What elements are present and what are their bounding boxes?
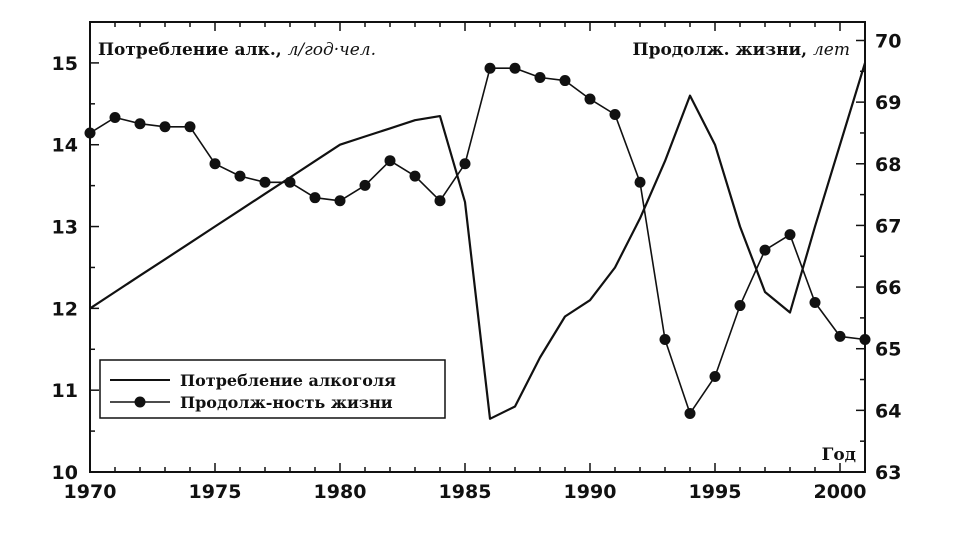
x-tick-label: 2000 [814,481,867,503]
life-expectancy-point [409,170,421,182]
right-y-tick-label: 68 [875,154,901,176]
life-expectancy-point [809,296,821,308]
left-y-tick-label: 12 [52,298,78,320]
right-y-tick-label: 67 [875,215,901,237]
x-axis: 1970 1975 1980 1985 1990 1995 2000 [64,22,867,503]
legend-box [99,359,446,419]
x-tick-label: 1985 [439,481,492,503]
life-expectancy-point [459,158,471,170]
life-expectancy-point [634,176,646,188]
left-y-tick-label: 10 [52,462,78,484]
right-y-tick-label: 65 [875,339,901,361]
x-tick-label: 1990 [564,481,617,503]
left-axis-title: Потребление алк., л/год·чел. [98,40,376,60]
life-expectancy-point [509,62,521,74]
right-axis-unit: лет [813,40,850,60]
life-expectancy-point [784,229,796,241]
left-y-axis: 10 11 12 13 14 15 [52,21,99,484]
x-axis-label: Год [822,445,856,465]
life-expectancy-point [834,330,846,342]
life-expectancy-point [559,75,571,87]
life-expectancy-point [234,170,246,182]
left-y-tick-label: 13 [52,217,78,239]
legend-label-life: Продолж-ность жизни [180,393,393,412]
right-y-axis: 63 64 65 66 67 68 69 70 [856,30,901,484]
life-expectancy-point [584,93,596,105]
life-expectancy-point [159,121,171,133]
life-expectancy-point [134,118,146,130]
series-layer [84,62,871,420]
life-expectancy-point [259,176,271,188]
life-expectancy-point [184,121,196,133]
life-expectancy-point [334,195,346,207]
alcohol-consumption-line [89,62,867,420]
legend-label-alcohol: Потребление алкоголя [180,371,396,390]
life-expectancy-point [759,244,771,256]
life-expectancy-point [734,300,746,312]
life-expectancy-point [284,176,296,188]
left-axis-unit: л/год·чел. [288,40,376,60]
life-expectancy-point [309,192,321,204]
left-y-tick-label: 15 [52,53,78,75]
life-expectancy-point [609,108,621,120]
right-y-tick-label: 66 [875,277,901,299]
life-expectancy-point [534,71,546,83]
life-expectancy-point [684,407,696,419]
right-y-tick-label: 70 [875,30,901,52]
life-expectancy-point [659,333,671,345]
life-expectancy-point [109,112,121,124]
x-tick-label: 1970 [64,481,117,503]
life-expectancy-point [209,158,221,170]
life-expectancy-point [434,195,446,207]
life-expectancy-point [359,179,371,191]
left-axis-title-text: Потребление алк., [98,40,288,60]
life-expectancy-point [709,370,721,382]
legend-marker-life [134,396,146,408]
right-y-tick-label: 64 [875,400,901,422]
left-y-tick-label: 11 [52,380,78,402]
right-axis-title: Продолж. жизни, лет [633,40,850,60]
right-axis-title-text: Продолж. жизни, [633,40,813,60]
life-expectancy-point [384,155,396,167]
right-y-tick-label: 63 [875,462,901,484]
life-expectancy-point [859,333,871,345]
right-y-tick-label: 69 [875,92,901,114]
x-tick-label: 1995 [689,481,742,503]
life-expectancy-point [484,62,496,74]
life-expectancy-point [84,127,96,139]
x-tick-label: 1980 [314,481,367,503]
x-tick-label: 1975 [189,481,242,503]
left-y-tick-label: 14 [52,135,78,157]
legend: Потребление алкоголя Продолж-ность жизни [99,359,446,419]
